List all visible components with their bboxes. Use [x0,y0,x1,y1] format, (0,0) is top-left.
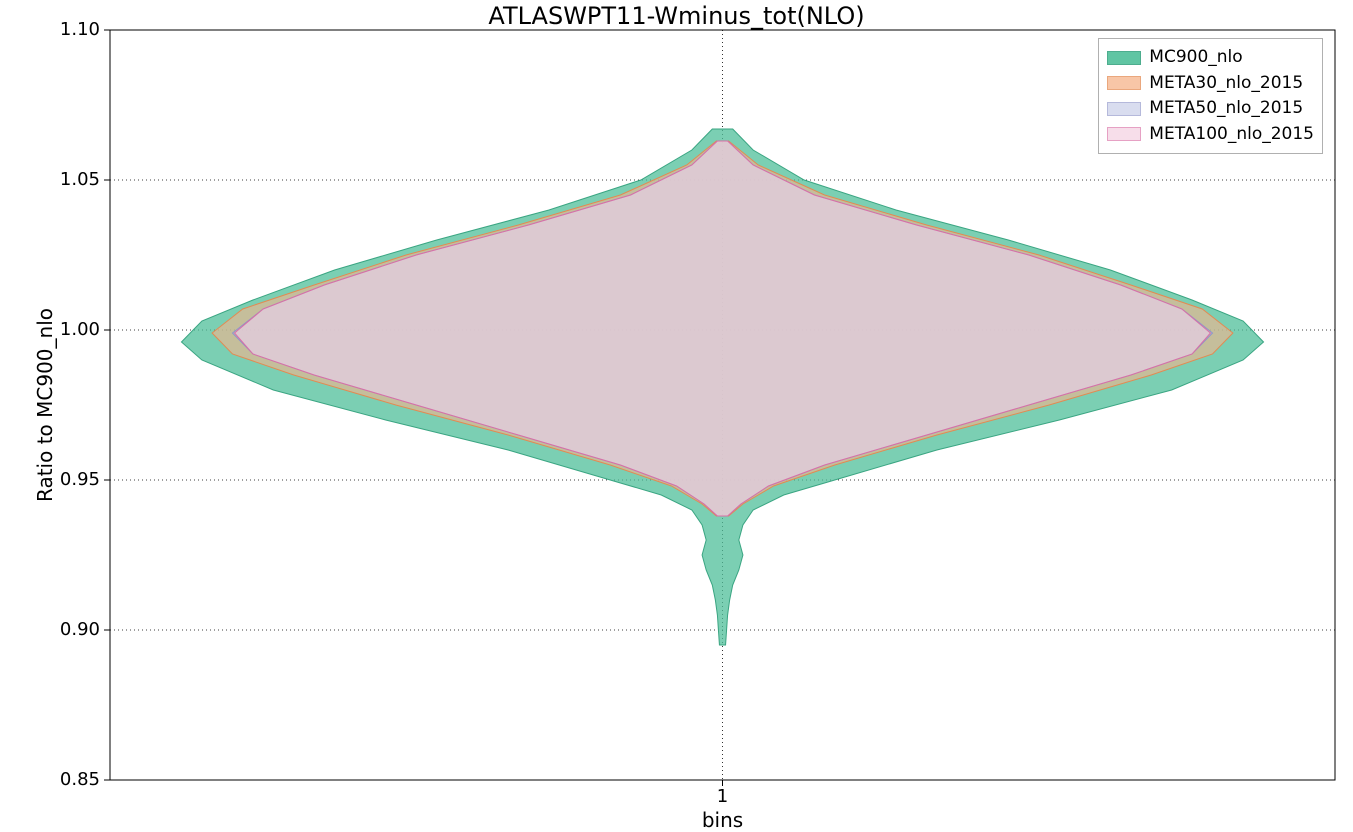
legend-item-meta50: META50_nlo_2015 [1107,96,1314,122]
violins [181,129,1263,645]
legend-label: META100_nlo_2015 [1149,122,1314,148]
legend-swatch [1107,76,1141,90]
ytick-label: 0.90 [60,619,100,640]
legend-label: META50_nlo_2015 [1149,96,1303,122]
x-axis-label: bins [110,808,1335,832]
legend: MC900_nloMETA30_nlo_2015META50_nlo_2015M… [1098,38,1323,154]
ytick-label: 0.95 [60,469,100,490]
ytick-label: 1.10 [60,19,100,40]
chart-container: ATLASWPT11-Wminus_tot(NLO) 0.850.900.951… [0,0,1353,830]
xtick-label: 1 [703,786,743,807]
legend-swatch [1107,102,1141,116]
legend-label: META30_nlo_2015 [1149,71,1303,97]
ytick-label: 0.85 [60,769,100,790]
ytick-label: 1.05 [60,169,100,190]
legend-item-meta100: META100_nlo_2015 [1107,122,1314,148]
legend-item-meta30: META30_nlo_2015 [1107,71,1314,97]
ytick-label: 1.00 [60,319,100,340]
violin-meta100 [235,141,1211,516]
legend-label: MC900_nlo [1149,45,1242,71]
legend-swatch [1107,51,1141,65]
y-axis-label: Ratio to MC900_nlo [33,305,57,505]
legend-item-mc900: MC900_nlo [1107,45,1314,71]
legend-swatch [1107,127,1141,141]
